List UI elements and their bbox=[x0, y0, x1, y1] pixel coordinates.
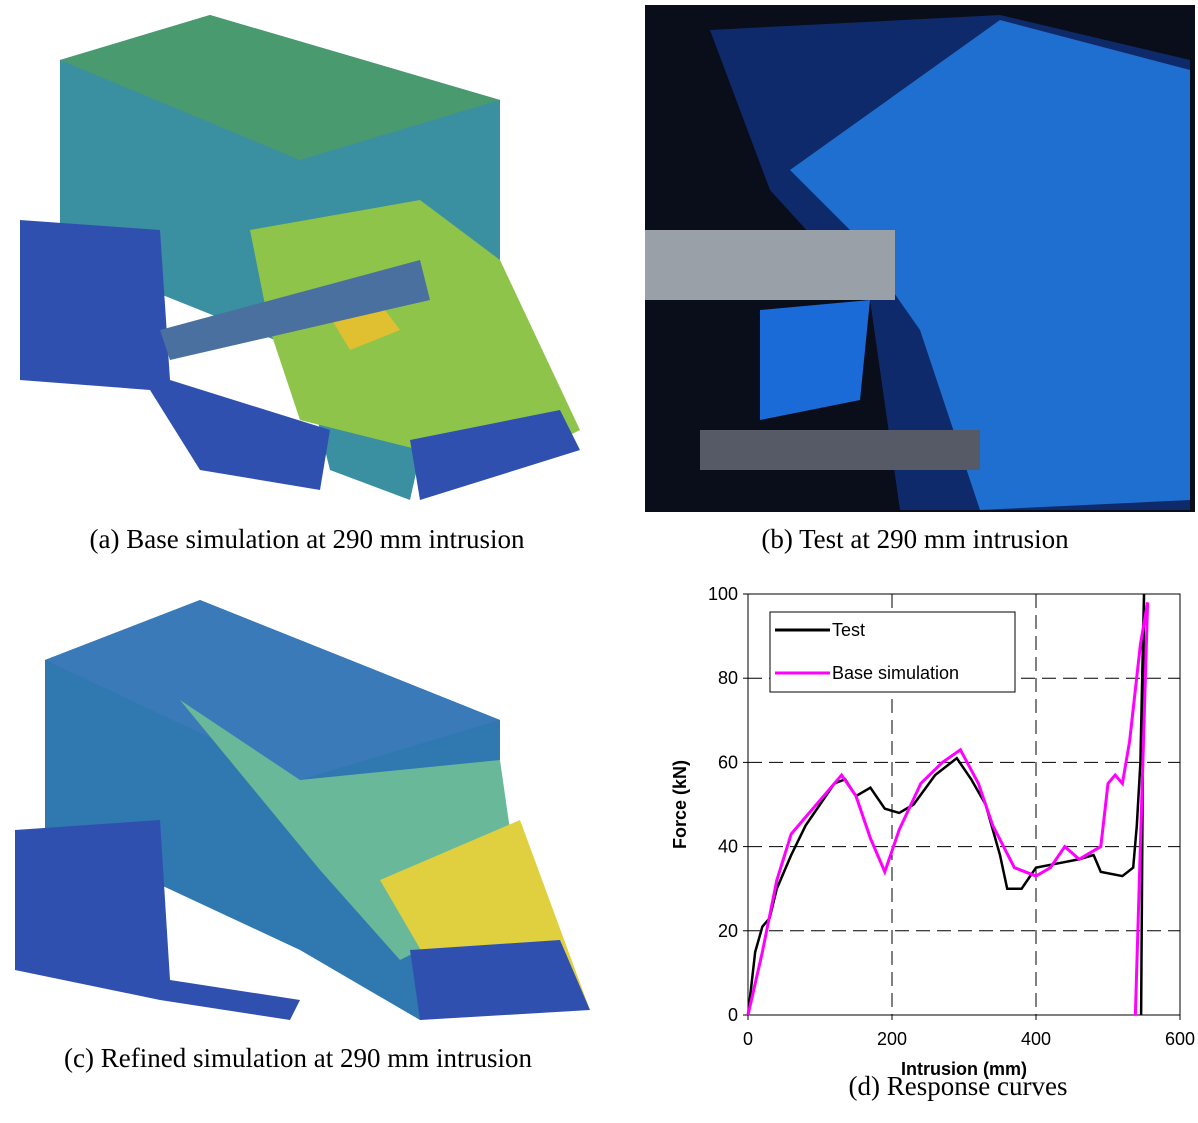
refined-simulation-image bbox=[15, 600, 590, 1020]
chart: 0 20 40 60 80 100 0 200 400 600 Intrusion (mm) Forc… bbox=[670, 584, 1195, 1079]
caption: (a) Base simulation at 290 mm intrusion bbox=[90, 524, 525, 554]
x-axis-title: Intrusion (mm) bbox=[901, 1059, 1027, 1079]
y-tick-label: 100 bbox=[708, 584, 738, 604]
caption: (c) Refined simulation at 290 mm intrusi… bbox=[64, 1043, 532, 1073]
legend-label: Test bbox=[832, 620, 865, 640]
legend-label: Base simulation bbox=[832, 663, 959, 683]
y-tick-label: 40 bbox=[718, 837, 738, 857]
figure: (a) Base simulation at 290 mm intrusion (… bbox=[0, 0, 1198, 1123]
x-tick-label: 0 bbox=[743, 1029, 753, 1049]
y-axis-title: Force (kN) bbox=[670, 760, 690, 849]
x-tick-label: 600 bbox=[1165, 1029, 1195, 1049]
legend: Test Base simulation bbox=[770, 612, 1015, 692]
y-tick-label: 0 bbox=[728, 1005, 738, 1025]
caption: (b) Test at 290 mm intrusion bbox=[761, 524, 1069, 554]
x-tick-label: 400 bbox=[1021, 1029, 1051, 1049]
page: {"captions": ["(a) Base simulation at 29… bbox=[0, 0, 1198, 1123]
test-photo bbox=[645, 5, 1195, 512]
y-tick-label: 20 bbox=[718, 921, 738, 941]
y-tick-label: 60 bbox=[718, 752, 738, 772]
x-tick-label: 200 bbox=[877, 1029, 907, 1049]
y-tick-label: 80 bbox=[718, 668, 738, 688]
simulation-image bbox=[20, 15, 580, 500]
